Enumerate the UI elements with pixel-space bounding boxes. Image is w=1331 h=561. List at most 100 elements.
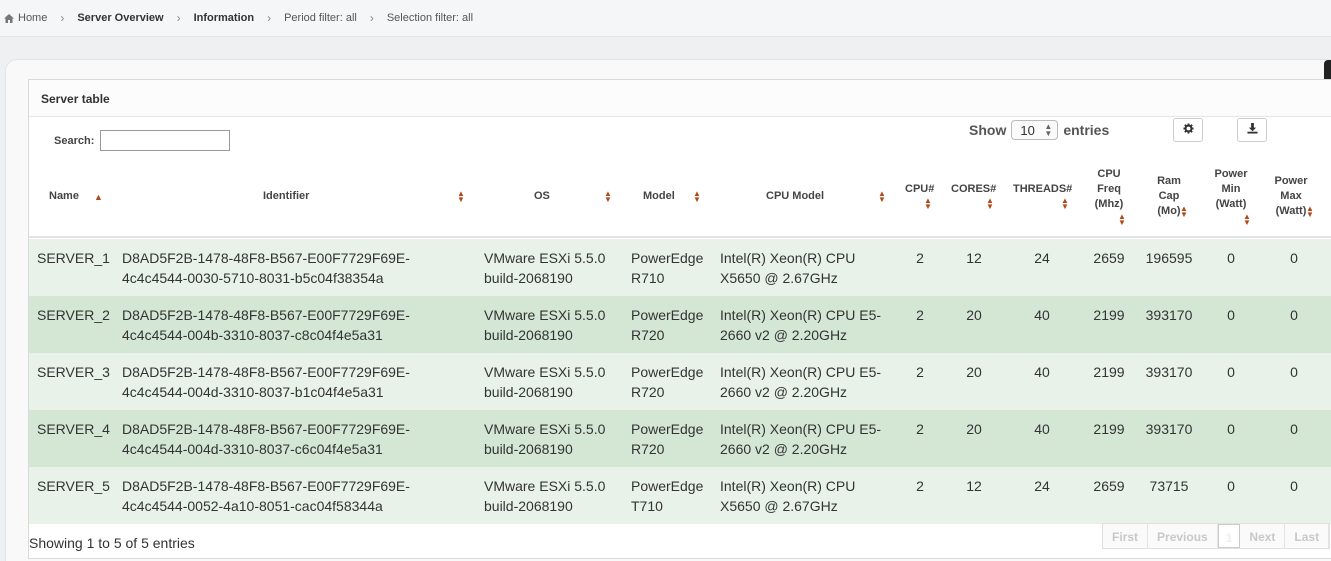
chevron-right-icon: › xyxy=(60,11,65,25)
cell-identifier: D8AD5F2B-1478-48F8-B567-E00F7729F69E- 4c4… xyxy=(122,476,410,516)
cell-line: build-2068190 xyxy=(484,327,573,343)
breadcrumb-label: Period filter: all xyxy=(284,12,357,24)
cell-os: VMware ESXi 5.5.0 build-2068190 xyxy=(484,476,605,516)
breadcrumb-label: Selection filter: all xyxy=(386,12,474,24)
gear-icon xyxy=(1182,121,1194,139)
page-1-button[interactable]: 1 xyxy=(1217,524,1241,548)
cell-model: PowerEdge R720 xyxy=(631,362,703,402)
cell-cores: 20 xyxy=(966,364,982,380)
box-title: Server table xyxy=(29,80,1331,117)
sort-both-icon: ▲ ▼ xyxy=(1243,212,1251,227)
cell-name: SERVER_4 xyxy=(37,421,110,437)
col-header-label: (Mhz) xyxy=(1094,198,1124,210)
table-row[interactable]: SERVER_4 D8AD5F2B-1478-48F8-B567-E00F772… xyxy=(29,410,1331,467)
cell-line: D8AD5F2B-1478-48F8-B567-E00F7729F69E- xyxy=(122,307,410,323)
sort-both-icon: ▲ ▼ xyxy=(986,196,994,211)
cell-power-min: 0 xyxy=(1227,421,1235,437)
search-input[interactable] xyxy=(100,130,230,151)
last-page-button[interactable]: Last xyxy=(1285,524,1330,548)
cell-os: VMware ESXi 5.5.0 build-2068190 xyxy=(484,419,605,459)
cell-cores: 20 xyxy=(966,421,982,437)
cell-identifier: D8AD5F2B-1478-48F8-B567-E00F7729F69E- 4c4… xyxy=(122,305,410,345)
cell-line: R710 xyxy=(631,270,665,286)
cell-threads: 40 xyxy=(1034,307,1050,323)
cell-cpu-model: Intel(R) Xeon(R) CPU E5- 2660 v2 @ 2.20GH… xyxy=(720,419,881,459)
cell-line: build-2068190 xyxy=(484,384,573,400)
col-header-ram-cap[interactable]: Ram Cap (Mo) xyxy=(1155,174,1183,219)
cell-power-max: 0 xyxy=(1290,364,1298,380)
table-info: Showing 1 to 5 of 5 entries xyxy=(29,535,195,551)
export-button[interactable] xyxy=(1237,118,1267,142)
col-header-label: Freq xyxy=(1097,183,1121,195)
first-page-button[interactable]: First xyxy=(1103,524,1149,548)
cell-line: VMware ESXi 5.5.0 xyxy=(484,478,606,494)
table-row[interactable]: SERVER_2 D8AD5F2B-1478-48F8-B567-E00F772… xyxy=(29,296,1331,353)
table-row[interactable]: SERVER_1 D8AD5F2B-1478-48F8-B567-E00F772… xyxy=(29,239,1331,296)
cell-threads: 40 xyxy=(1034,364,1050,380)
col-header-power-max[interactable]: Power Max (Watt) xyxy=(1272,174,1310,219)
breadcrumb-home[interactable]: Home xyxy=(4,12,47,24)
col-header-label: CORES# xyxy=(951,183,997,195)
cell-cpu-count: 2 xyxy=(916,478,924,494)
sort-both-icon: ▲ ▼ xyxy=(693,189,701,204)
cell-line: build-2068190 xyxy=(484,441,573,457)
server-table-box: Server table Search: Show 10 ▲ ▼ entries … xyxy=(28,79,1331,559)
cell-line: 4c4c4544-004b-3310-8037-c8c04f4e5a31 xyxy=(122,327,383,343)
cell-cpu-count: 2 xyxy=(916,250,924,266)
col-header-name[interactable]: Name xyxy=(49,189,79,204)
sort-both-icon: ▲ ▼ xyxy=(1306,204,1314,219)
col-header-threads[interactable]: THREADS# xyxy=(1013,182,1072,197)
cell-line: VMware ESXi 5.5.0 xyxy=(484,250,606,266)
sort-asc-icon: ▲ xyxy=(94,192,103,202)
table-row[interactable]: SERVER_5 D8AD5F2B-1478-48F8-B567-E00F772… xyxy=(29,467,1331,524)
cell-line: 2660 v2 @ 2.20GHz xyxy=(720,441,848,457)
side-panel-toggle[interactable] xyxy=(1324,60,1331,96)
cell-line: 4c4c4544-004d-3310-8037-c6c04f4e5a31 xyxy=(122,441,383,457)
col-header-model[interactable]: Model xyxy=(643,189,675,204)
col-header-label: Min xyxy=(1221,183,1241,195)
cell-line: PowerEdge xyxy=(631,307,704,323)
breadcrumb-server-overview[interactable]: Server Overview xyxy=(77,12,163,24)
col-header-power-min[interactable]: Power Min (Watt) xyxy=(1212,167,1250,212)
col-header-cpu-freq[interactable]: CPU Freq (Mhz) xyxy=(1093,167,1125,212)
col-header-cores[interactable]: CORES# xyxy=(951,182,996,197)
show-label: Show xyxy=(969,122,1007,138)
col-header-label: Power xyxy=(1214,168,1248,180)
next-page-button[interactable]: Next xyxy=(1240,524,1286,548)
sort-both-icon: ▲ ▼ xyxy=(1061,196,1069,211)
cell-model: PowerEdge T710 xyxy=(631,476,703,516)
breadcrumb-period-filter[interactable]: Period filter: all xyxy=(284,12,357,24)
cell-cpu-freq: 2199 xyxy=(1093,307,1125,323)
cell-line: 4c4c4544-0052-4a10-8051-cac04f58344a xyxy=(122,498,383,514)
search-label: Search: xyxy=(54,135,95,147)
breadcrumb-information[interactable]: Information xyxy=(194,12,255,24)
cell-identifier: D8AD5F2B-1478-48F8-B567-E00F7729F69E- 4c4… xyxy=(122,419,410,459)
select-arrows-icon: ▲ ▼ xyxy=(1044,122,1053,138)
table-row[interactable]: SERVER_3 D8AD5F2B-1478-48F8-B567-E00F772… xyxy=(29,353,1331,410)
cell-line: 4c4c4544-0030-5710-8031-b5c04f38354a xyxy=(122,270,384,286)
cell-power-min: 0 xyxy=(1227,250,1235,266)
cell-line: VMware ESXi 5.5.0 xyxy=(484,364,606,380)
sort-both-icon: ▲ ▼ xyxy=(457,189,465,204)
col-header-label: CPU xyxy=(1097,168,1121,180)
entries-select[interactable]: 10 ▲ ▼ xyxy=(1011,120,1059,140)
col-header-label: (Watt) xyxy=(1215,198,1247,210)
cell-cores: 12 xyxy=(966,250,982,266)
cell-line: D8AD5F2B-1478-48F8-B567-E00F7729F69E- xyxy=(122,250,410,266)
col-header-os[interactable]: OS xyxy=(534,189,550,204)
col-header-cpu-model[interactable]: CPU Model xyxy=(766,189,824,204)
cell-model: PowerEdge R710 xyxy=(631,248,703,288)
cell-ram-cap: 393170 xyxy=(1145,364,1193,380)
col-header-identifier[interactable]: Identifier xyxy=(263,189,309,204)
chevron-right-icon: › xyxy=(267,11,272,25)
breadcrumb-selection-filter[interactable]: Selection filter: all xyxy=(387,12,473,24)
cell-line: D8AD5F2B-1478-48F8-B567-E00F7729F69E- xyxy=(122,364,410,380)
cell-cores: 12 xyxy=(966,478,982,494)
cell-name: SERVER_2 xyxy=(37,307,110,323)
cell-line: X5650 @ 2.67GHz xyxy=(720,270,838,286)
col-header-cpu-count[interactable]: CPU# xyxy=(905,182,934,197)
cell-cpu-count: 2 xyxy=(916,364,924,380)
cell-line: D8AD5F2B-1478-48F8-B567-E00F7729F69E- xyxy=(122,421,410,437)
previous-page-button[interactable]: Previous xyxy=(1148,524,1218,548)
settings-button[interactable] xyxy=(1173,118,1203,142)
